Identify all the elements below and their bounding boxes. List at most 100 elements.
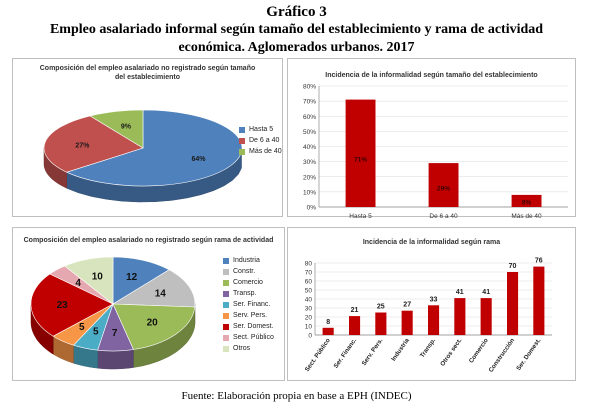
pie-branch-legend-item-1: Constr. <box>223 266 274 277</box>
bar-branch-ytick-4: 40 <box>305 297 313 304</box>
pie-size-legend-swatch-0 <box>239 126 245 133</box>
bar-size-bar-2 <box>511 194 542 207</box>
bar-size-bar-1 <box>428 163 459 207</box>
pie-branch-legend-label-3: Transp. <box>233 290 257 297</box>
pie-branch-legend-item-2: Comercio <box>223 277 274 288</box>
pie-branch-slice-8 <box>64 256 114 305</box>
figure-title-line2: económica. Aglomerados urbanos. 2017 <box>178 40 415 55</box>
pie-size-slice-0 <box>65 109 243 187</box>
bar-branch-ytick-1: 10 <box>305 324 313 331</box>
pie-branch-legend-swatch-5 <box>223 312 229 319</box>
pie-branch-legend-label-7: Sect. Público <box>233 334 274 341</box>
pie-branch-slice-label-5: 5 <box>79 322 85 333</box>
pie-branch-slice-label-4: 5 <box>93 326 99 337</box>
bar-branch-xtick-0: Sect. Público <box>304 337 332 373</box>
bar-size-ytick-6: 60% <box>303 114 316 121</box>
figure-title-line1: Empleo asalariado informal según tamaño … <box>49 22 544 37</box>
pie-branch-slice-label-3: 7 <box>112 328 118 339</box>
bar-branch-xtick-7: Construcción <box>488 337 517 374</box>
pie-branch-slice-6 <box>30 273 114 337</box>
pie-chart-branch-panel: Composición del empleo asalariado no reg… <box>12 227 285 381</box>
bar-branch-bar-6 <box>480 298 492 335</box>
bar-branch-plot: 0 10 20 30 40 50 60 70 80 8 Sect. Público 21 Ser. Fi… <box>304 258 552 374</box>
pie-size-legend-item-1: De 6 a 40 <box>239 135 282 146</box>
pie-branch-legend-item-7: Sect. Público <box>223 332 274 343</box>
pie-size-legend-item-0: Hasta 5 <box>239 124 282 135</box>
bar-branch-bar-2 <box>375 312 387 335</box>
pie-size-legend-swatch-2 <box>239 148 245 155</box>
bar-branch-bar-label-7: 70 <box>509 263 517 270</box>
bar-size-ytick-8: 80% <box>303 84 316 91</box>
pie-branch-legend-swatch-1 <box>223 268 229 275</box>
bar-branch-bar-label-4: 33 <box>430 296 438 303</box>
pie-size-slice-label-2: 9% <box>121 123 132 130</box>
pie-branch-legend-swatch-4 <box>223 301 229 308</box>
bar-branch-xtick-6: Comercio <box>468 337 490 365</box>
bar-branch-bar-0 <box>322 327 334 335</box>
pie-branch-legend-swatch-6 <box>223 323 229 330</box>
bar-size-ytick-5: 50% <box>303 129 316 136</box>
bar-branch-bar-label-0: 8 <box>326 319 330 326</box>
bar-branch-bar-3 <box>401 310 413 335</box>
pie-branch-legend-item-5: Serv. Pers. <box>223 310 274 321</box>
pie-branch-slice-side-3 <box>97 349 134 370</box>
figure-number: Gráfico 3 <box>266 4 327 20</box>
pie-branch-title: Composición del empleo asalariado no reg… <box>23 237 274 244</box>
bar-size-title: Incidencia de la informalidad según tama… <box>325 72 538 79</box>
pie-size-title-line1: Composición del empleo asalariado no reg… <box>39 65 256 72</box>
bar-branch-bar-5 <box>454 298 466 335</box>
bar-size-bar-label-1: 29% <box>437 185 450 192</box>
bar-branch-bar-label-6: 41 <box>482 289 490 296</box>
bar-branch-xtick-5: Otros sect. <box>439 337 463 368</box>
pie-size-legend-label-1: De 6 a 40 <box>249 137 280 144</box>
pie-branch-legend-label-1: Constr. <box>233 268 256 275</box>
bar-branch-bar-8 <box>533 266 545 335</box>
source-footnote: Fuente: Elaboración propia en base a EPH… <box>181 390 412 402</box>
pie-branch-legend-item-4: Ser. Financ. <box>223 299 274 310</box>
pie-branch-legend-swatch-7 <box>223 334 229 341</box>
bar-branch-ytick-2: 20 <box>305 315 313 322</box>
bar-size-xtick-2: Más de 40 <box>511 213 542 220</box>
pie-branch-legend-label-2: Comercio <box>233 279 263 286</box>
bar-size-ytick-4: 40% <box>303 144 316 151</box>
pie-size-legend-swatch-1 <box>239 137 245 144</box>
bar-branch-ytick-0: 0 <box>308 333 312 340</box>
pie-branch-legend-label-6: Ser. Domest. <box>233 323 274 330</box>
pie-branch-legend-item-8: Otros <box>223 343 274 354</box>
pie-branch-slice-label-0: 12 <box>126 272 138 283</box>
bar-size-xtick-1: De 6 a 40 <box>429 213 458 220</box>
pie-branch-slice-label-1: 14 <box>155 288 167 299</box>
bar-branch-ytick-5: 50 <box>305 288 313 295</box>
pie-branch-slice-label-6: 23 <box>57 300 69 311</box>
pie-branch-slice-label-7: 4 <box>75 278 81 289</box>
pie-size-title-line2: del establecimiento <box>115 74 180 81</box>
bar-size-ytick-3: 30% <box>303 159 316 166</box>
pie-branch-slice-2 <box>112 303 196 350</box>
pie-branch-slice-0 <box>112 256 170 305</box>
pie-branch-legend-swatch-2 <box>223 279 229 286</box>
pie-size-legend-label-0: Hasta 5 <box>249 126 274 133</box>
pie-branch-legend-item-3: Transp. <box>223 288 274 299</box>
pie-branch-legend-item-6: Ser. Domest. <box>223 321 274 332</box>
pie-size-legend-label-2: Más de 40 <box>249 148 282 155</box>
pie-branch-legend-label-5: Serv. Pers. <box>233 312 268 319</box>
bar-branch-title: Incidencia de la informalidad según rama <box>362 239 501 246</box>
bar-branch-bar-4 <box>428 305 440 335</box>
bar-chart-size-panel: Incidencia de la informalidad según tama… <box>287 58 576 220</box>
pie-branch-legend-swatch-3 <box>223 290 229 297</box>
bar-size-bar-label-0: 71% <box>354 157 367 164</box>
pie-branch-slice-label-8: 10 <box>92 271 104 282</box>
bar-branch-bar-label-2: 25 <box>377 304 385 311</box>
bar-size-ytick-0: 0% <box>307 205 317 212</box>
bar-branch-xtick-8: Ser. Domest. <box>515 337 542 372</box>
pie-size-legend: Hasta 5 De 6 a 40 Más de 40 <box>239 124 282 157</box>
bar-size-ytick-2: 20% <box>303 174 316 181</box>
bar-branch-bar-label-5: 41 <box>456 289 464 296</box>
pie-size-slice-1 <box>43 115 144 173</box>
pie-branch-legend-label-8: Otros <box>233 345 251 352</box>
pie-branch-legend-swatch-0 <box>223 257 229 264</box>
pie-size-slice-label-0: 64% <box>191 156 206 163</box>
pie-branch-slice-label-2: 20 <box>147 318 159 329</box>
bar-size-bar-label-2: 8% <box>522 200 532 207</box>
bar-branch-bar-1 <box>349 316 361 335</box>
